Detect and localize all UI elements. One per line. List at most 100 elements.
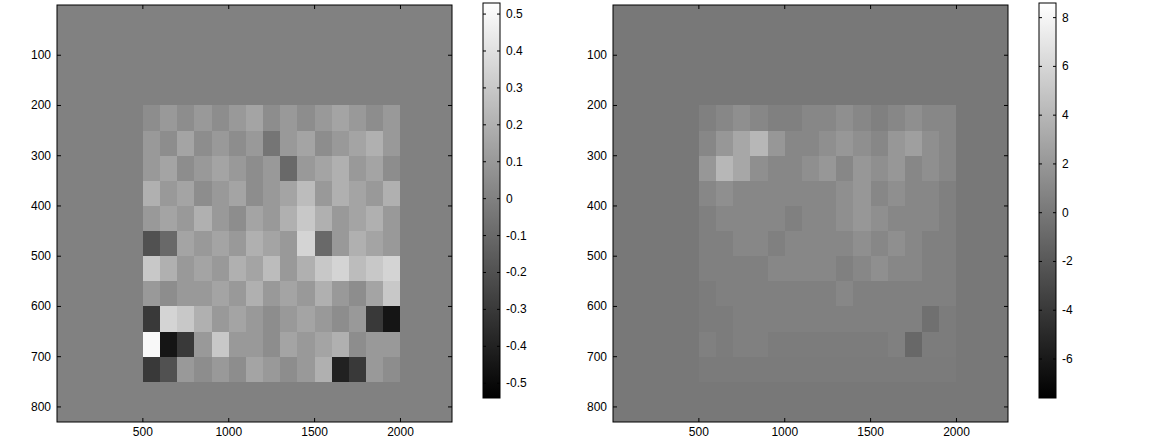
cell: [143, 256, 161, 282]
x-tick-label: 1500: [857, 425, 884, 439]
colorbar-tick: [1039, 261, 1042, 262]
cell: [315, 332, 333, 358]
cell: [246, 281, 264, 307]
cell: [888, 5, 906, 106]
colorbar-tick: [483, 87, 486, 88]
y-tick-label: 400: [587, 199, 607, 213]
y-tick: [448, 55, 452, 56]
cell: [229, 306, 247, 332]
cell: [888, 332, 906, 358]
y-tick: [57, 155, 61, 156]
cell: [802, 231, 820, 257]
x-tick: [784, 5, 785, 9]
cell: [177, 105, 195, 131]
colorbar-tick-label: -4: [1062, 303, 1073, 317]
cell: [400, 306, 452, 332]
colorbar-tick-label: -0.3: [506, 302, 527, 316]
cell: [819, 206, 837, 232]
cell: [400, 382, 452, 422]
cell: [400, 181, 452, 207]
cell: [246, 382, 264, 422]
cell: [366, 105, 384, 131]
cell: [613, 131, 699, 157]
cell: [836, 181, 854, 207]
cell: [785, 256, 803, 282]
y-tick: [57, 356, 61, 357]
cell: [315, 105, 333, 131]
cell: [716, 105, 734, 131]
cell: [888, 206, 906, 232]
y-tick-label: 300: [587, 149, 607, 163]
cell: [802, 382, 820, 422]
cell: [871, 131, 889, 157]
colorbar-tick: [483, 309, 486, 310]
x-tick-label: 2000: [387, 425, 414, 439]
colorbar-tick: [497, 14, 500, 15]
y-tick-label: 200: [31, 98, 51, 112]
cell: [871, 5, 889, 106]
cell: [613, 5, 699, 106]
cell: [613, 281, 699, 307]
cell: [871, 256, 889, 282]
cell: [922, 131, 940, 157]
colorbar-tick: [497, 383, 500, 384]
cell: [939, 156, 957, 182]
y-tick-label: 700: [587, 350, 607, 364]
cell: [768, 357, 786, 383]
cell: [888, 105, 906, 131]
cell: [383, 5, 401, 106]
cell: [905, 382, 923, 422]
cell: [297, 181, 315, 207]
cell: [383, 156, 401, 182]
cell: [716, 156, 734, 182]
x-tick-label: 500: [133, 425, 153, 439]
cell: [366, 5, 384, 106]
y-tick: [1004, 55, 1008, 56]
cell: [297, 105, 315, 131]
y-tick-label: 600: [31, 299, 51, 313]
cell: [229, 332, 247, 358]
cell: [383, 131, 401, 157]
cell: [853, 256, 871, 282]
cell: [332, 5, 350, 106]
y-tick-label: 500: [31, 249, 51, 263]
cell: [939, 105, 957, 131]
cell: [733, 206, 751, 232]
cell: [750, 156, 768, 182]
cell: [246, 306, 264, 332]
cell: [366, 332, 384, 358]
cell: [785, 131, 803, 157]
cell: [315, 206, 333, 232]
cell: [922, 306, 940, 332]
cell: [768, 332, 786, 358]
cell: [57, 131, 143, 157]
cell: [349, 281, 367, 307]
cell: [143, 181, 161, 207]
cell: [212, 332, 230, 358]
colorbar-tick-label: -0.4: [506, 339, 527, 353]
y-tick: [1004, 205, 1008, 206]
x-tick: [956, 5, 957, 9]
cell: [57, 105, 143, 131]
cell: [280, 306, 298, 332]
cell: [939, 256, 957, 282]
cell: [263, 156, 281, 182]
cell: [315, 5, 333, 106]
cell: [246, 332, 264, 358]
colorbar-tick: [483, 124, 486, 125]
cell: [229, 231, 247, 257]
cell: [177, 231, 195, 257]
cell: [57, 332, 143, 358]
x-tick: [228, 5, 229, 9]
cell: [229, 206, 247, 232]
cell: [836, 105, 854, 131]
cell: [400, 256, 452, 282]
colorbar-tick-label: 0.5: [506, 7, 523, 21]
cell: [212, 105, 230, 131]
cell: [349, 231, 367, 257]
cell: [871, 181, 889, 207]
cell: [143, 131, 161, 157]
y-tick: [448, 155, 452, 156]
cell: [956, 256, 1008, 282]
cell: [366, 306, 384, 332]
